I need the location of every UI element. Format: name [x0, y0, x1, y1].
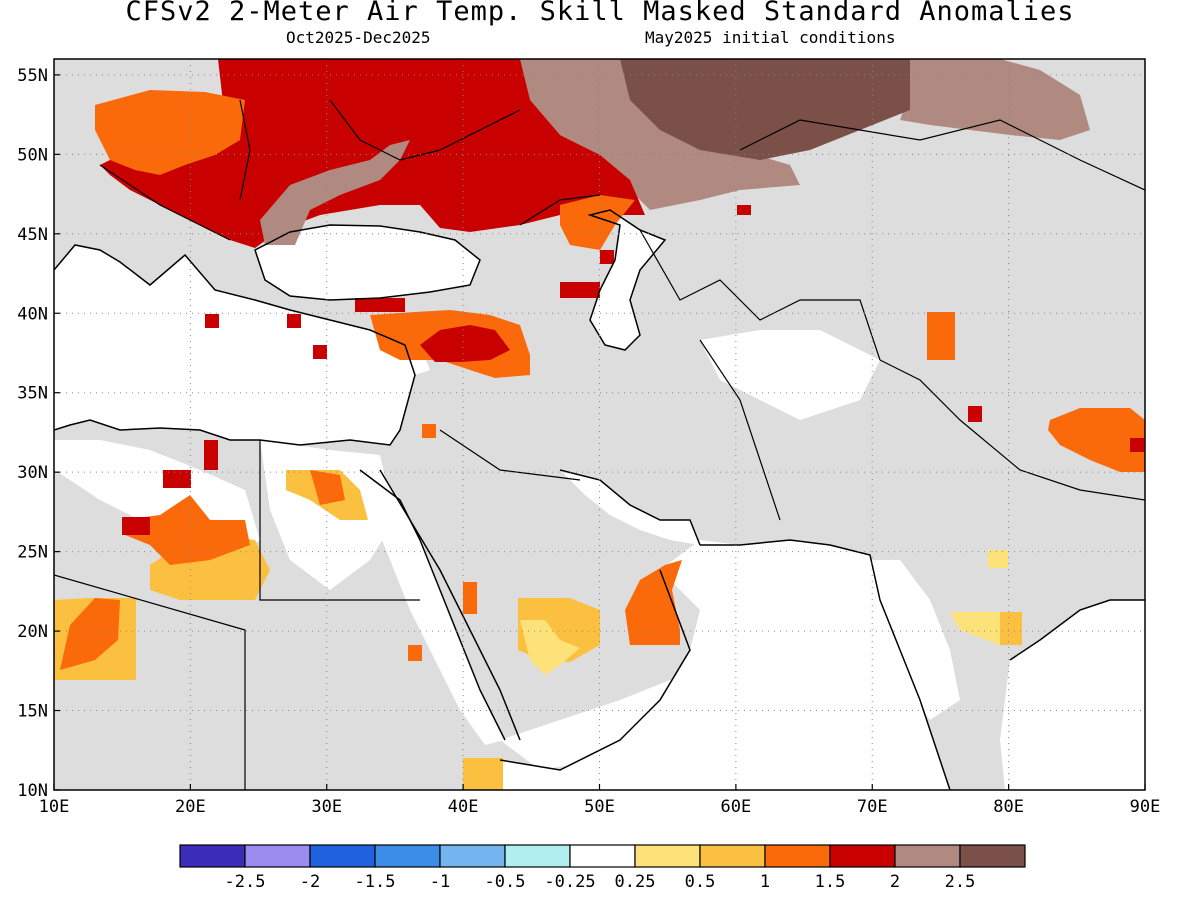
lon-tick-label: 90E: [1130, 797, 1161, 817]
legend-label: 0.25: [615, 872, 656, 892]
legend-swatch: [764, 844, 831, 868]
yemen-orange-spot: [463, 758, 503, 790]
legend-swatch: [634, 844, 701, 868]
arabia-light-yellow: [520, 620, 580, 675]
ukraine-brown-patch: [260, 140, 410, 245]
white-land-central-asia: [700, 330, 880, 420]
legend-label: 2: [890, 872, 900, 892]
libya-orange: [122, 495, 250, 565]
legend-label: 0.5: [685, 872, 716, 892]
aral-red-spot: [737, 205, 751, 215]
kashmir-orange-spot: [927, 312, 955, 360]
georgia-red-spot: [600, 250, 614, 264]
india-yellow-spot: [988, 550, 1008, 568]
lat-tick-label: 50N: [17, 145, 48, 165]
lat-tick-label: 30N: [17, 463, 48, 483]
caucasus-red-spot: [560, 282, 600, 298]
persian-gulf: [560, 470, 700, 545]
legend-swatch: [504, 844, 571, 868]
lat-tick-label: 25N: [17, 543, 48, 563]
central-kazakhstan-darkbrown: [620, 59, 910, 160]
greece-red-spot: [205, 314, 219, 328]
anatolia-red: [420, 325, 510, 362]
color-legend: -2.5 -2 -1.5 -1 -0.5 -0.25 0.25 0.5 1 1.5 2 2.5: [179, 844, 1026, 892]
lon-tick-label: 80E: [993, 797, 1024, 817]
legend-swatch: [894, 844, 961, 868]
legend-swatch: [179, 844, 246, 868]
himalaya-red-spot: [968, 406, 982, 422]
central-europe-orange: [95, 90, 245, 175]
caspian-sea: [590, 210, 665, 350]
anatolia-red-spot: [355, 298, 405, 312]
india-yellow-orange: [1000, 612, 1022, 645]
initial-conditions: May2025 initial conditions: [645, 28, 896, 47]
legend-swatch: [699, 844, 766, 868]
legend-label: 1.5: [815, 872, 846, 892]
libya-red-spot-1: [163, 470, 191, 488]
legend-label: -2.5: [225, 872, 266, 892]
legend-label: -1.5: [355, 872, 396, 892]
white-land-india: [860, 560, 960, 720]
lat-tick-label: 20N: [17, 622, 48, 642]
lon-tick-label: 60E: [721, 797, 752, 817]
lat-tick-label: 15N: [17, 702, 48, 722]
oman-orange: [625, 560, 682, 645]
arabian-sea: [470, 540, 950, 790]
caucasus-orange: [560, 195, 635, 250]
tibet-red-spot: [1130, 438, 1144, 452]
western-kazakhstan-brown: [520, 59, 800, 210]
chad-orange: [60, 598, 120, 670]
siberia-brown: [900, 59, 1090, 140]
country-borders: [54, 99, 1145, 790]
tibet-orange: [1048, 408, 1145, 472]
arabia-orange-spot-2: [408, 645, 422, 661]
lat-tick-label: 10N: [17, 781, 48, 801]
axis-ticks: 10E 20E 30E 40E 50E 60E 70E 80E 90E 10N 15N 20N 25N 3…: [17, 66, 1160, 817]
arabia-orange-spot-1: [463, 582, 477, 614]
egypt-orange: [310, 470, 345, 505]
legend-swatch: [569, 844, 636, 868]
legend-label: -1: [430, 872, 450, 892]
lon-tick-label: 20E: [175, 797, 206, 817]
legend-swatch: [374, 844, 441, 868]
legend-label: 1: [760, 872, 770, 892]
mediterranean-sea: [54, 245, 415, 445]
levant-orange-spot: [422, 424, 436, 438]
aegean-red-spot: [287, 314, 301, 328]
lat-tick-label: 45N: [17, 225, 48, 245]
lon-tick-label: 40E: [448, 797, 479, 817]
forecast-period: Oct2025-Dec2025: [286, 28, 431, 47]
legend-swatch: [829, 844, 896, 868]
legend-swatch: [244, 844, 311, 868]
bay-of-bengal: [1000, 600, 1145, 790]
cyprus-red-spot: [313, 345, 327, 359]
lon-tick-label: 70E: [857, 797, 888, 817]
lon-tick-label: 10E: [39, 797, 70, 817]
legend-swatch: [959, 844, 1026, 868]
lat-tick-label: 40N: [17, 304, 48, 324]
libya-red-spot-3: [122, 517, 150, 535]
legend-swatch: [309, 844, 376, 868]
red-sea: [360, 470, 505, 745]
lon-tick-label: 50E: [584, 797, 615, 817]
lon-tick-label: 30E: [311, 797, 342, 817]
legend-swatch: [439, 844, 506, 868]
legend-label: -0.5: [485, 872, 526, 892]
lat-tick-label: 35N: [17, 384, 48, 404]
libya-red-spot-2: [204, 440, 218, 470]
coastlines: [54, 209, 1145, 790]
legend-label: 2.5: [945, 872, 976, 892]
legend-label: -0.25: [544, 872, 595, 892]
black-sea: [255, 225, 480, 300]
map-title: CFSv2 2-Meter Air Temp. Skill Masked Sta…: [125, 0, 1075, 27]
legend-label: -2: [300, 872, 320, 892]
lat-tick-label: 55N: [17, 66, 48, 86]
